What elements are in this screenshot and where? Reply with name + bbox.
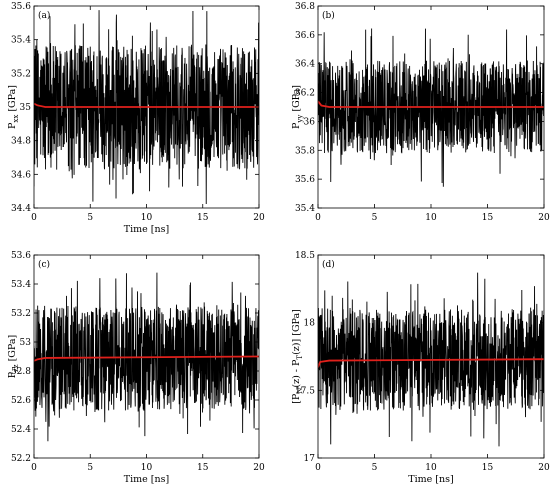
y-tick-label: 34.6 [11, 170, 31, 180]
panel-3: 0 5 10 15 20 52.2 52.4 52.6 52.8 53 53.2 53.4 53.6 (c… [7, 251, 265, 485]
y-tick-label: 36 [304, 117, 316, 127]
x-tick-label: 5 [372, 213, 378, 223]
x-tick-label: 10 [425, 463, 437, 473]
y-tick-label: 34.8 [11, 137, 31, 147]
y-tick-label: 34.4 [11, 204, 31, 214]
y-tick-label: 35.6 [295, 175, 315, 185]
panel-4: 0 5 10 15 20 17 17.5 18 18.5 (d) Time [ns] [PN(z) -… [291, 251, 550, 485]
y-tick-label: 18 [304, 319, 316, 329]
y-tick-label: 36.6 [295, 31, 315, 41]
x-tick-label: 5 [87, 463, 93, 473]
panel-label: (a) [38, 10, 50, 21]
y-tick-label: 52.6 [11, 396, 31, 406]
panel-label: (b) [322, 10, 335, 21]
y-tick-label: 53.4 [11, 280, 31, 290]
x-tick-label: 20 [253, 213, 265, 223]
y-tick-label: 36.2 [295, 89, 315, 99]
y-tick-label: 35.4 [11, 36, 31, 46]
y-tick-label: 36.8 [295, 2, 315, 12]
x-tick-label: 10 [141, 463, 153, 473]
series-fluctuation-line [318, 272, 544, 447]
x-tick-label: 10 [425, 213, 437, 223]
x-tick-label: 0 [315, 463, 321, 473]
y-axis-label: Pxx [GPa] [7, 85, 20, 129]
x-tick-label: 15 [197, 213, 209, 223]
panel-label: (c) [38, 259, 50, 270]
series-fluctuation-line [34, 10, 259, 204]
y-tick-label: 35 [20, 103, 32, 113]
series-average-line [34, 102, 259, 108]
y-tick-label: 35.8 [295, 146, 315, 156]
y-tick-label: 35.4 [295, 204, 315, 214]
y-tick-label: 53.6 [11, 251, 31, 261]
x-axis-label: Time [ns] [408, 474, 453, 485]
x-tick-label: 0 [31, 213, 37, 223]
x-tick-label: 15 [197, 463, 209, 473]
y-tick-label: 52.8 [11, 367, 31, 377]
x-tick-label: 0 [315, 213, 321, 223]
y-tick-label: 17.5 [295, 386, 315, 396]
y-tick-label: 35.6 [11, 2, 31, 12]
series-fluctuation-line [34, 272, 259, 442]
y-tick-label: 36.4 [295, 60, 315, 70]
x-tick-label: 20 [538, 463, 550, 473]
y-tick-label: 18.5 [295, 251, 315, 261]
x-tick-label: 20 [538, 213, 550, 223]
panel-2: 0 5 10 15 20 35.4 35.6 35.8 36 36.2 36.4 36.6 36.8 (b… [291, 2, 550, 223]
x-axis-label: Time [ns] [124, 474, 169, 485]
x-tick-label: 0 [31, 463, 37, 473]
panel-1: 0 5 10 15 20 34.4 34.6 34.8 35 35.2 35.4 35.6 (a) Tim… [7, 2, 265, 235]
x-tick-label: 5 [372, 463, 378, 473]
panel-label: (d) [322, 259, 335, 270]
x-axis-label: Time [ns] [124, 224, 169, 235]
series-average-line [34, 355, 259, 362]
x-tick-label: 15 [482, 463, 494, 473]
series-average-line [318, 358, 544, 368]
x-tick-label: 10 [141, 213, 153, 223]
y-tick-label: 35.2 [11, 69, 31, 79]
y-tick-label: 17 [304, 454, 316, 464]
y-axis-label: Pzz [GPa] [7, 335, 20, 378]
x-tick-label: 20 [253, 463, 265, 473]
y-tick-label: 52.4 [11, 425, 31, 435]
y-tick-label: 52.2 [11, 454, 31, 464]
x-tick-label: 5 [87, 213, 93, 223]
series-average-line [318, 100, 544, 108]
y-axis-label: Pyy [GPa] [291, 85, 304, 129]
x-tick-label: 15 [482, 213, 494, 223]
y-axis-label: [PN(z) - PT(z)] [GPa] [291, 309, 304, 404]
y-tick-label: 53 [20, 338, 32, 348]
y-tick-label: 53.2 [11, 309, 31, 319]
